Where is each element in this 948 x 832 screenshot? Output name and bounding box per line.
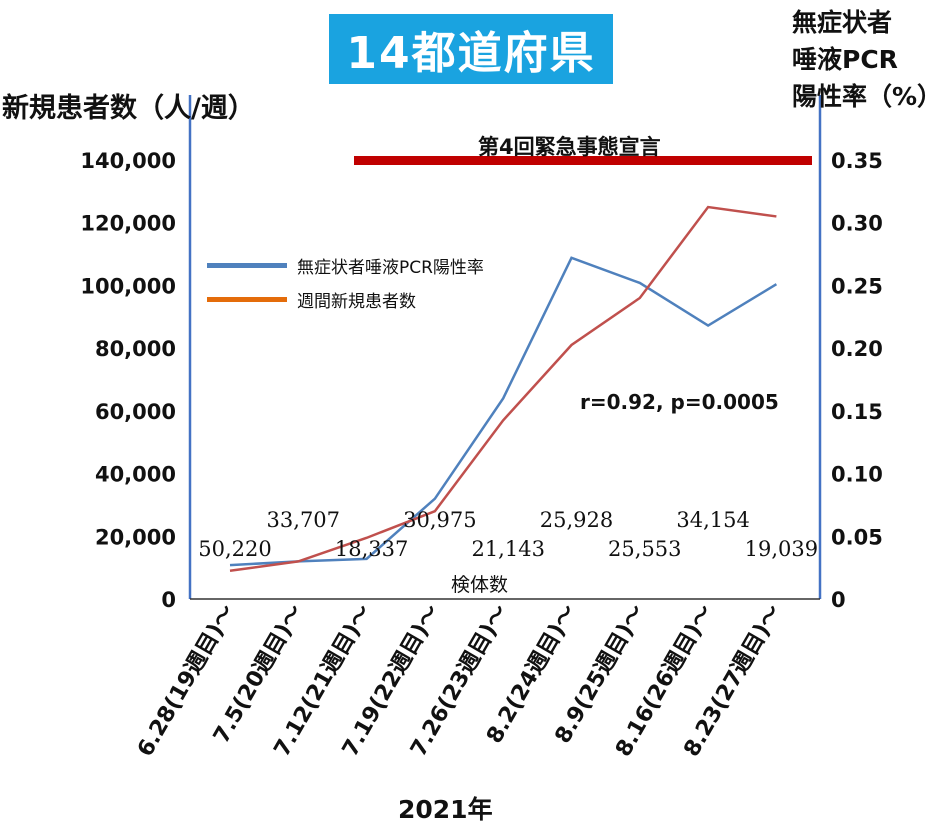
left-tick-label: 20,000: [95, 525, 176, 549]
legend-item-cases: 週間新規患者数: [207, 282, 484, 316]
sample-count-value: 50,220: [198, 537, 271, 561]
left-tick-label: 100,000: [80, 274, 176, 298]
right-tick-label: 0: [831, 588, 846, 612]
legend-swatch-rate: [207, 262, 287, 268]
right-tick-label: 0.25: [831, 274, 883, 298]
left-tick-label: 40,000: [95, 463, 176, 487]
left-tick-label: 140,000: [80, 149, 176, 173]
left-tick-label: 80,000: [95, 337, 176, 361]
right-tick-label: 0.20: [831, 337, 883, 361]
sample-count-value: 25,553: [608, 537, 681, 561]
right-tick-label: 0.35: [831, 149, 883, 173]
sample-count-value: 30,975: [403, 508, 476, 532]
chart-title: 14都道府県: [346, 28, 596, 79]
right-tick-label: 0.10: [831, 463, 883, 487]
right-tick-label: 0.05: [831, 525, 883, 549]
x-axis-title: 2021年: [398, 795, 493, 824]
correlation-annotation: r=0.92, p=0.0005: [580, 390, 779, 414]
right-axis-title-line: 陽性率（%）: [792, 82, 943, 111]
legend-label-cases: 週間新規患者数: [297, 291, 416, 312]
left-tick-label: 120,000: [80, 212, 176, 236]
sample-count-value: 18,337: [335, 537, 408, 561]
series-line-cases: [229, 205, 777, 573]
right-tick-label: 0.15: [831, 400, 883, 424]
left-tick-label: 0: [161, 588, 176, 612]
sample-count-value: 25,928: [540, 508, 613, 532]
legend-item-rate: 無症状者唾液PCR陽性率: [207, 248, 484, 282]
sample-count-value: 21,143: [471, 537, 544, 561]
emergency-label: 第4回緊急事態宣言: [478, 135, 661, 159]
series-line-rate: [229, 256, 778, 567]
right-tick-label: 0.30: [831, 212, 883, 236]
title-box: 14都道府県: [329, 14, 613, 84]
sample-count-value: 33,707: [267, 508, 340, 532]
left-tick-label: 60,000: [95, 400, 176, 424]
emergency-bar: [354, 156, 812, 165]
sample-count-value: 19,039: [745, 537, 818, 561]
right-axis-title: 無症状者 唾液PCR 陽性率（%）: [792, 4, 942, 115]
right-axis-title-line: 唾液PCR: [792, 45, 898, 74]
sample-count-value: 34,154: [676, 508, 749, 532]
sample-count-label: 検体数: [451, 574, 509, 596]
legend: 無症状者唾液PCR陽性率 週間新規患者数: [207, 248, 484, 316]
legend-swatch-cases: [207, 296, 287, 302]
right-axis-title-line: 無症状者: [792, 8, 893, 37]
legend-label-rate: 無症状者唾液PCR陽性率: [297, 257, 484, 278]
left-axis-title: 新規患者数（人/週）: [2, 93, 255, 124]
